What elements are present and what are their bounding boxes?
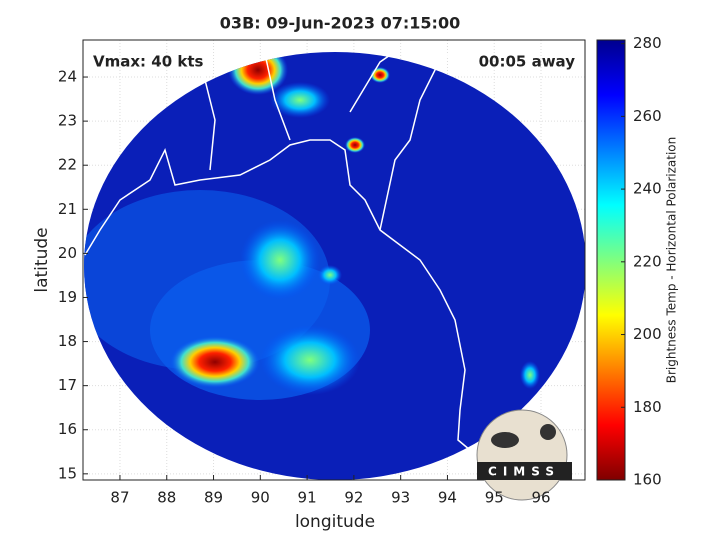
x-axis-label: longitude [295,512,375,532]
x-tick-label: 88 [157,489,176,507]
y-tick-label: 18 [58,332,77,350]
y-tick-label: 19 [58,288,77,306]
y-tick-label: 17 [58,376,77,394]
colorbar-tick-label: 200 [633,325,662,343]
x-tick-label: 96 [531,489,550,507]
annotation: 00:05 away [479,53,576,71]
colorbar-tick-label: 160 [633,471,662,489]
plot-frame [82,39,586,481]
y-tick-label: 20 [58,244,77,262]
y-tick-label: 22 [58,156,77,174]
colorbar: 160 180 200 220 240 260 280 [596,34,662,489]
colorbar-scale [596,39,626,481]
chart-title: 03B: 09-Jun-2023 07:15:00 [220,14,460,33]
logo-text: CIMSS [488,465,560,479]
x-tick-label: 94 [438,489,457,507]
satellite-image [84,40,585,480]
annotation: Vmax: 40 kts [93,53,203,71]
x-tick-label: 95 [485,489,504,507]
y-tick-label: 23 [58,112,77,130]
x-tick-label: 92 [344,489,363,507]
colorbar-tick-label: 280 [633,34,662,52]
logo: CIMSS [476,409,572,501]
colorbar-tick-label: 240 [633,180,662,198]
colorbar-tick-label: 180 [633,398,662,416]
colorbar-tick-label: 220 [633,252,662,270]
y-tick-label: 15 [58,464,77,482]
x-tick-label: 87 [110,489,129,507]
y-axis-label: latitude [32,227,52,292]
x-tick-label: 90 [251,489,270,507]
x-tick-label: 91 [298,489,317,507]
y-tick-label: 16 [58,420,77,438]
y-tick-label: 24 [58,68,77,86]
colorbar-label: Brightness Temp - Horizontal Polarizatio… [665,137,679,384]
x-tick-label: 89 [204,489,223,507]
y-tick-label: 21 [58,200,77,218]
colorbar-tick-label: 260 [633,107,662,125]
x-tick-label: 93 [391,489,410,507]
